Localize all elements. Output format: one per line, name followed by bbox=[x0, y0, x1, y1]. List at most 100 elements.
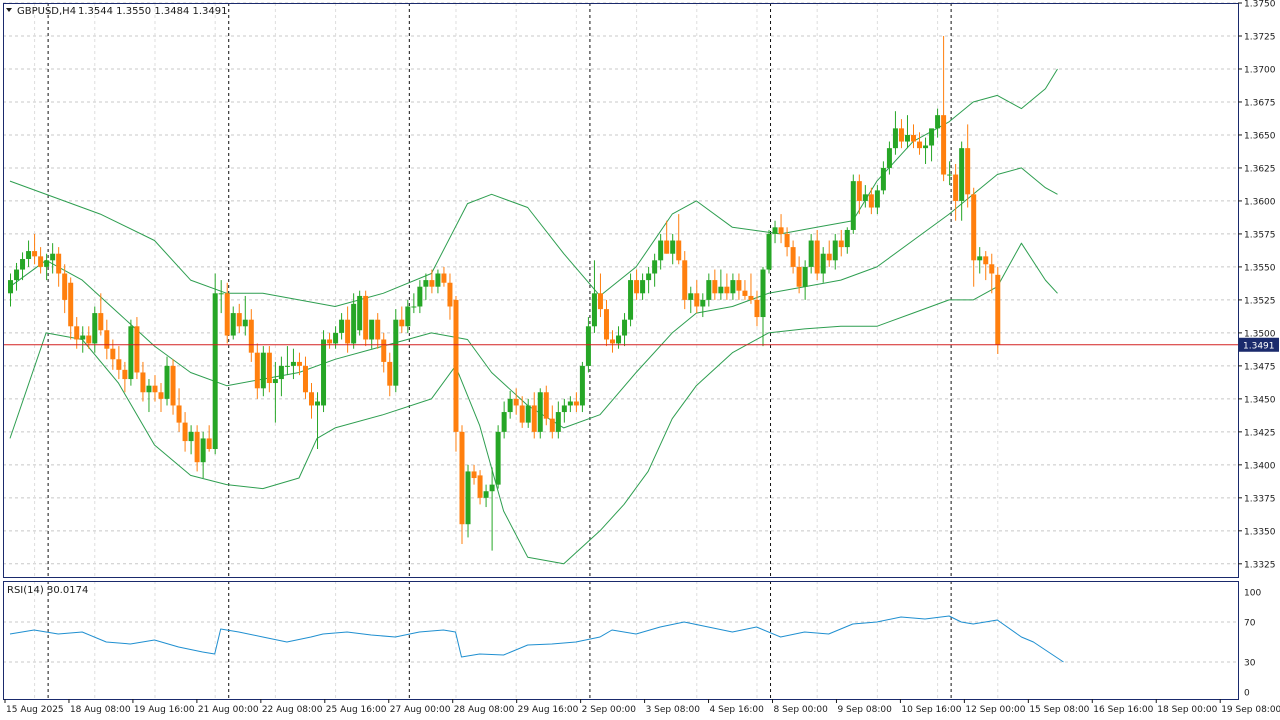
candle-body bbox=[700, 299, 706, 307]
candle-body bbox=[772, 227, 778, 234]
candle-body bbox=[868, 194, 874, 208]
bearish-candle bbox=[459, 425, 465, 545]
candle-body bbox=[947, 174, 953, 176]
bearish-candle bbox=[122, 361, 128, 393]
bullish-candle bbox=[489, 467, 495, 551]
candle-body bbox=[128, 326, 134, 380]
candle-body bbox=[327, 339, 333, 344]
bullish-candle bbox=[591, 260, 597, 333]
candle-body bbox=[904, 134, 910, 142]
time-tick-label: 2 Sep 00:00 bbox=[582, 705, 637, 715]
time-tick-label: 9 Sep 08:00 bbox=[837, 705, 892, 715]
candle-body bbox=[760, 269, 766, 318]
bearish-candle bbox=[754, 290, 760, 327]
price-pane-frame bbox=[3, 3, 1239, 578]
bullish-candle bbox=[351, 293, 357, 349]
bullish-candle bbox=[959, 141, 965, 221]
candle-body bbox=[820, 253, 826, 274]
candle-body bbox=[676, 240, 682, 261]
bullish-candle bbox=[772, 220, 778, 244]
candle-body bbox=[646, 273, 652, 281]
price-tick-label: 1.3325 bbox=[1244, 560, 1276, 570]
bearish-candle bbox=[381, 332, 387, 373]
bearish-candle bbox=[941, 35, 947, 182]
rsi-grid bbox=[3, 581, 1238, 699]
bullish-candle bbox=[26, 240, 32, 267]
time-tick-label: 18 Aug 08:00 bbox=[70, 705, 131, 715]
candle-body bbox=[212, 293, 218, 450]
price-tick-label: 1.3625 bbox=[1244, 164, 1276, 174]
candle-body bbox=[104, 330, 110, 349]
candle-body bbox=[796, 266, 802, 287]
bearish-candle bbox=[676, 214, 682, 265]
last-price-tag bbox=[1239, 337, 1279, 352]
candle-body bbox=[20, 258, 26, 270]
candle-body bbox=[953, 174, 959, 201]
candle-body bbox=[898, 128, 904, 142]
candle-body bbox=[333, 332, 339, 344]
candle-body bbox=[230, 313, 236, 336]
candle-body bbox=[399, 319, 405, 327]
candle-body bbox=[224, 293, 230, 336]
candle-body bbox=[489, 484, 495, 492]
price-pane[interactable] bbox=[3, 2, 1238, 577]
bearish-candle bbox=[917, 132, 923, 155]
bearish-candle bbox=[471, 464, 477, 485]
candle-body bbox=[254, 352, 260, 389]
bearish-candle bbox=[965, 124, 971, 208]
candle-body bbox=[290, 361, 296, 366]
bullish-candle bbox=[706, 273, 712, 307]
candle-body bbox=[188, 431, 194, 442]
candle-body bbox=[158, 392, 164, 399]
time-tick-label: 4 Sep 16:00 bbox=[710, 705, 765, 715]
candle-body bbox=[706, 280, 712, 300]
price-tick-label: 1.3500 bbox=[1244, 329, 1276, 339]
time-axis[interactable]: 15 Aug 2025 18 Aug 08:00 19 Aug 16:00 21 Au… bbox=[4, 699, 1280, 715]
bearish-candle bbox=[447, 273, 453, 320]
bullish-candle bbox=[561, 398, 567, 423]
bearish-candle bbox=[549, 405, 555, 439]
rsi-axis[interactable]: 100 70 30 0 bbox=[1244, 589, 1261, 699]
bearish-candle bbox=[953, 163, 959, 221]
candle-body bbox=[381, 339, 387, 362]
bullish-candle bbox=[20, 252, 26, 281]
rsi-pane[interactable] bbox=[3, 581, 1238, 699]
candle-body bbox=[874, 190, 880, 208]
candle-body bbox=[844, 229, 850, 248]
rsi-tick-label: 70 bbox=[1244, 619, 1256, 629]
candle-body bbox=[766, 233, 772, 270]
bullish-candle bbox=[567, 396, 573, 413]
price-axis[interactable]: 1.3325 1.3350 1.3375 1.3400 1.3425 1.3450 1.34… bbox=[1238, 0, 1279, 570]
bearish-candle bbox=[182, 412, 188, 452]
bullish-candle bbox=[628, 273, 634, 327]
candle-body bbox=[302, 365, 308, 393]
bearish-candle bbox=[98, 293, 104, 336]
bearish-candle bbox=[838, 229, 844, 257]
candle-body bbox=[266, 352, 272, 384]
bollinger-lower-line bbox=[9, 242, 1058, 565]
bullish-candle bbox=[923, 137, 929, 164]
candle-body bbox=[941, 115, 947, 175]
rsi-series-line bbox=[9, 615, 1064, 663]
candle-body bbox=[628, 280, 634, 320]
candle-body bbox=[278, 365, 284, 380]
candle-body bbox=[519, 405, 525, 423]
bullish-candle bbox=[80, 326, 86, 353]
collapse-triangle-icon[interactable] bbox=[6, 8, 12, 12]
candle-body bbox=[790, 247, 796, 267]
candle-body bbox=[236, 313, 242, 327]
bearish-candle bbox=[778, 214, 784, 244]
price-tick-label: 1.3675 bbox=[1244, 98, 1276, 108]
bearish-candle bbox=[531, 392, 537, 439]
price-tick-label: 1.3575 bbox=[1244, 230, 1276, 240]
bollinger-bands bbox=[9, 68, 1058, 565]
bearish-candle bbox=[477, 470, 483, 505]
bullish-candle bbox=[212, 273, 218, 455]
candle-body bbox=[808, 240, 814, 267]
ohlc-values: 1.3544 1.3550 1.3484 1.3491 bbox=[78, 6, 228, 17]
bearish-candle bbox=[664, 220, 670, 254]
candle-body bbox=[652, 260, 658, 274]
candle-body bbox=[917, 141, 923, 149]
